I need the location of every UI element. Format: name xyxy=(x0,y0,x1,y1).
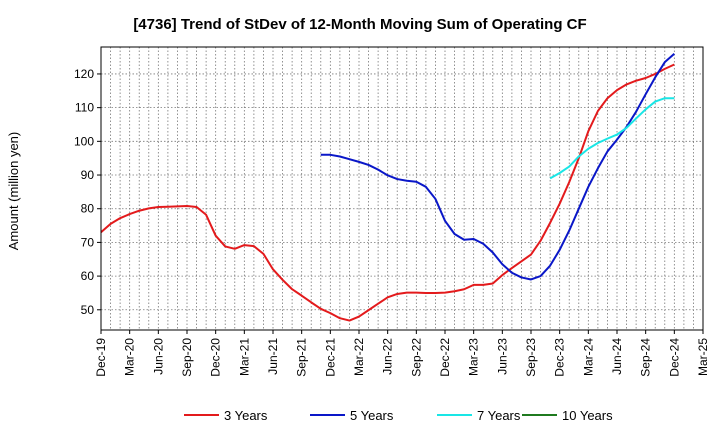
y-tick-label: 90 xyxy=(81,168,95,182)
x-tick-label: Mar-20 xyxy=(123,338,137,376)
x-tick-label: Dec-20 xyxy=(209,338,223,377)
x-tick-label: Dec-21 xyxy=(323,338,337,377)
series-line-1 xyxy=(100,63,675,322)
legend-label-1: 3 Years xyxy=(224,408,268,423)
y-tick-label: 50 xyxy=(81,303,95,317)
y-tick-label: 110 xyxy=(75,101,94,115)
y-tick-label: 70 xyxy=(81,235,95,249)
plot-area-frame xyxy=(100,46,704,331)
x-tick-label: Sep-20 xyxy=(180,338,194,377)
x-tick-label: Dec-22 xyxy=(438,338,452,377)
x-tick-label: Dec-19 xyxy=(94,338,108,377)
x-tick-label: Sep-22 xyxy=(409,338,423,377)
x-tick-label: Jun-22 xyxy=(381,338,395,375)
x-tick-label: Mar-25 xyxy=(696,338,710,376)
x-tick-label: Mar-22 xyxy=(352,338,366,376)
series-lines xyxy=(100,52,675,322)
x-tick-label: Sep-23 xyxy=(524,338,538,377)
x-tick-label: Dec-24 xyxy=(667,338,681,377)
grid xyxy=(100,47,704,330)
axis-ticks: 50 60 70 80 90 100 110 120 Dec-19 Mar-20 Jun-20 Sep… xyxy=(74,67,710,377)
series-line-3 xyxy=(549,97,675,180)
series-line-2 xyxy=(320,52,675,281)
y-tick-label: 120 xyxy=(74,67,94,81)
x-tick-label: Dec-23 xyxy=(553,338,567,377)
legend-label-2: 5 Years xyxy=(350,408,394,423)
y-axis-label: Amount (million yen) xyxy=(6,132,21,251)
x-tick-label: Sep-24 xyxy=(639,338,653,377)
legend-label-4: 10 Years xyxy=(562,408,613,423)
x-tick-label: Jun-23 xyxy=(495,338,509,375)
y-tick-label: 60 xyxy=(81,269,95,283)
x-tick-label: Mar-23 xyxy=(467,338,481,376)
x-tick-label: Sep-21 xyxy=(295,338,309,377)
x-tick-label: Jun-24 xyxy=(610,338,624,375)
x-tick-label: Jun-20 xyxy=(151,338,165,375)
chart-title: [4736] Trend of StDev of 12-Month Moving… xyxy=(133,16,586,33)
legend: 3 Years 5 Years 7 Years 10 Years xyxy=(184,408,613,423)
legend-label-3: 7 Years xyxy=(477,408,521,423)
x-tick-label: Mar-24 xyxy=(581,338,595,376)
y-tick-label: 100 xyxy=(74,134,94,148)
x-tick-label: Mar-21 xyxy=(237,338,251,376)
x-tick-label: Jun-21 xyxy=(266,338,280,375)
y-tick-label: 80 xyxy=(81,202,95,216)
